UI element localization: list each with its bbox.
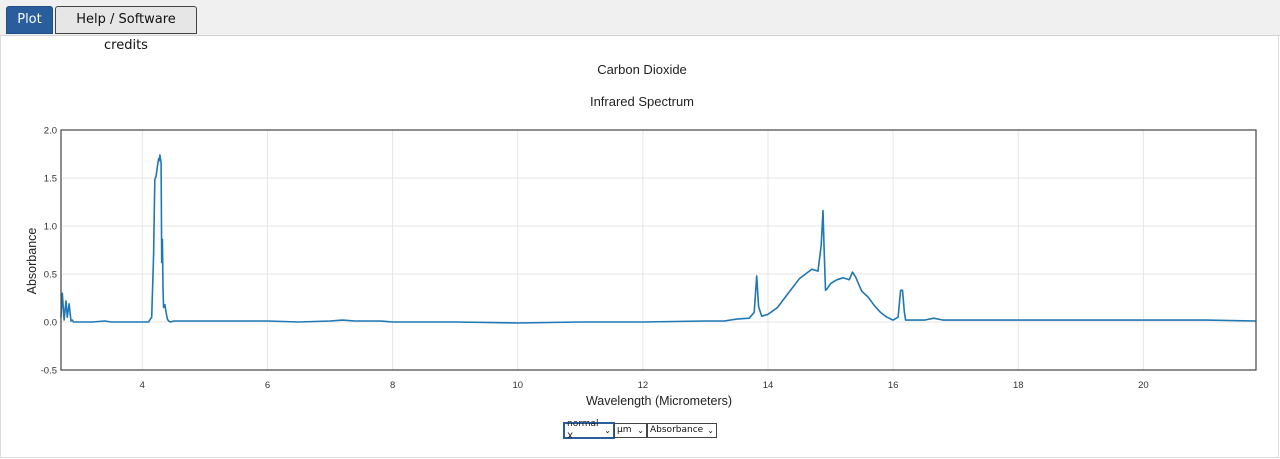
chart-subtitle: Infrared Spectrum — [590, 94, 694, 109]
chevron-down-icon: ⌄ — [604, 426, 611, 435]
y-axis-label: Absorbance — [25, 228, 39, 295]
y-tick-label: 0.0 — [44, 318, 57, 329]
chevron-down-icon: ⌄ — [707, 426, 714, 435]
y-mode-value: Absorbance — [650, 425, 704, 435]
grid — [61, 129, 1256, 371]
tab-help-software-credits[interactable]: Help / Software credits — [55, 6, 197, 53]
x-tick-label: 4 — [140, 380, 145, 391]
y-tick-label: 0.5 — [44, 270, 57, 281]
x-scale-select[interactable]: normal X ⌄ — [563, 419, 615, 442]
plot-panel: Carbon Dioxide Infrared Spectrum 4 6 8 10 12… — [0, 35, 1279, 458]
y-mode-select[interactable]: Absorbance ⌄ — [647, 423, 717, 438]
x-tick-label: 12 — [638, 380, 649, 391]
y-tick-label: 1.5 — [44, 174, 57, 185]
x-tick-label: 8 — [390, 380, 395, 391]
tab-bar: Plot Help / Software credits — [0, 0, 1280, 53]
x-tick-label: 20 — [1138, 380, 1149, 391]
chart-title: Carbon Dioxide — [597, 62, 687, 77]
axis-ticks: 4 6 8 10 12 14 16 18 20 -0.5 0.0 0.5 1.0 1.5 2.0 — [41, 126, 1149, 392]
spectrum-chart: Carbon Dioxide Infrared Spectrum 4 6 8 10 12… — [25, 62, 1257, 408]
x-tick-label: 16 — [888, 380, 899, 391]
x-tick-label: 6 — [265, 380, 270, 391]
tab-plot[interactable]: Plot — [6, 6, 53, 34]
x-tick-label: 10 — [512, 380, 523, 391]
chevron-down-icon: ⌄ — [637, 426, 644, 435]
x-scale-value: normal X — [567, 418, 599, 442]
x-tick-label: 18 — [1013, 380, 1024, 391]
plot-frame — [60, 129, 1257, 371]
plot-controls: normal X ⌄ µm ⌄ Absorbance ⌄ — [563, 419, 717, 442]
spectrum-line — [60, 154, 1257, 324]
x-tick-label: 14 — [763, 380, 774, 391]
units-value: µm — [617, 425, 632, 435]
x-axis-label: Wavelength (Micrometers) — [586, 394, 732, 408]
y-tick-label: -0.5 — [41, 366, 57, 377]
y-tick-label: 2.0 — [44, 126, 57, 137]
units-select[interactable]: µm ⌄ — [614, 423, 647, 438]
y-tick-label: 1.0 — [44, 222, 57, 233]
